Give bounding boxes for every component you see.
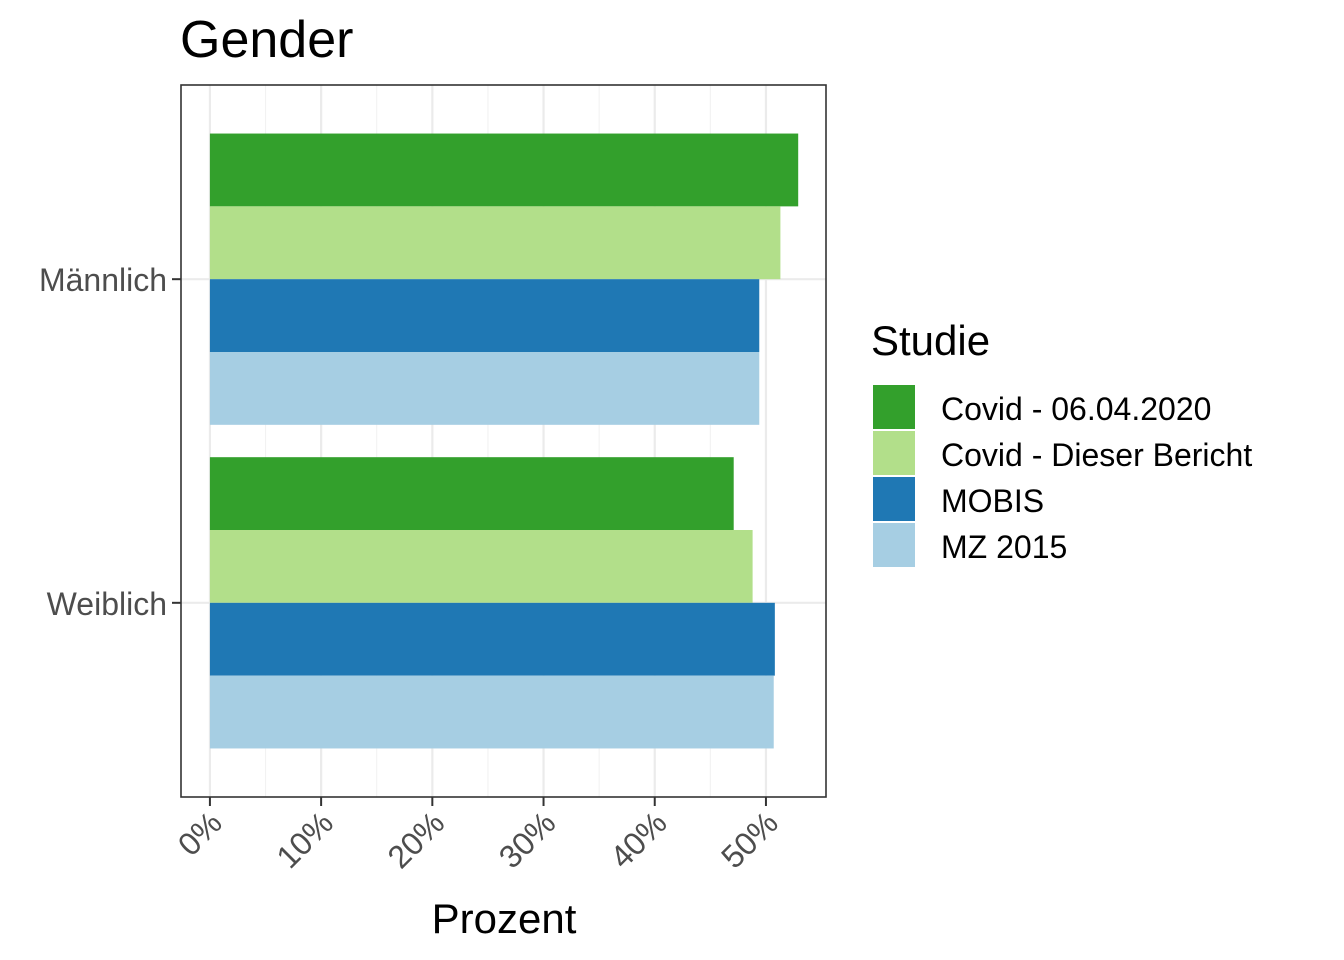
x-tick-label: 0% <box>171 804 229 862</box>
legend-key <box>873 431 915 475</box>
chart-title: Gender <box>180 11 353 69</box>
y-tick-label: Männlich <box>39 262 167 298</box>
y-tick-label: Weiblich <box>47 586 167 622</box>
bar-männlich-series-4 <box>209 352 760 425</box>
bar-weiblich-series-2 <box>209 530 753 603</box>
legend-label: Covid - 06.04.2020 <box>941 391 1211 427</box>
bar-männlich-series-2 <box>209 206 781 280</box>
bar-männlich-series-1 <box>209 133 799 207</box>
x-tick-label: 10% <box>269 804 340 875</box>
x-tick-label: 40% <box>603 804 674 875</box>
bar-männlich-series-3 <box>209 279 760 352</box>
x-tick-label: 20% <box>381 804 452 875</box>
x-tick-label: 50% <box>714 804 785 875</box>
x-axis-title: Prozent <box>432 895 577 942</box>
legend-label: MOBIS <box>941 483 1044 519</box>
legend-label: Covid - Dieser Bericht <box>941 437 1252 473</box>
legend-title: Studie <box>871 317 990 364</box>
bar-weiblich-series-4 <box>209 675 774 749</box>
bars <box>209 133 799 749</box>
bar-weiblich-series-3 <box>209 602 775 676</box>
legend-label: MZ 2015 <box>941 529 1067 565</box>
legend-key <box>873 523 915 567</box>
legend: Studie Covid - 06.04.2020 Covid - Dieser … <box>871 317 1252 567</box>
x-tick-label: 30% <box>492 804 563 875</box>
x-axis: 0% 10% 20% 30% 40% 50% <box>171 797 785 875</box>
y-axis: Männlich Weiblich <box>39 262 181 622</box>
legend-key <box>873 477 915 521</box>
legend-key <box>873 385 915 429</box>
panel-border <box>180 84 827 798</box>
bar-weiblich-series-1 <box>209 457 734 530</box>
